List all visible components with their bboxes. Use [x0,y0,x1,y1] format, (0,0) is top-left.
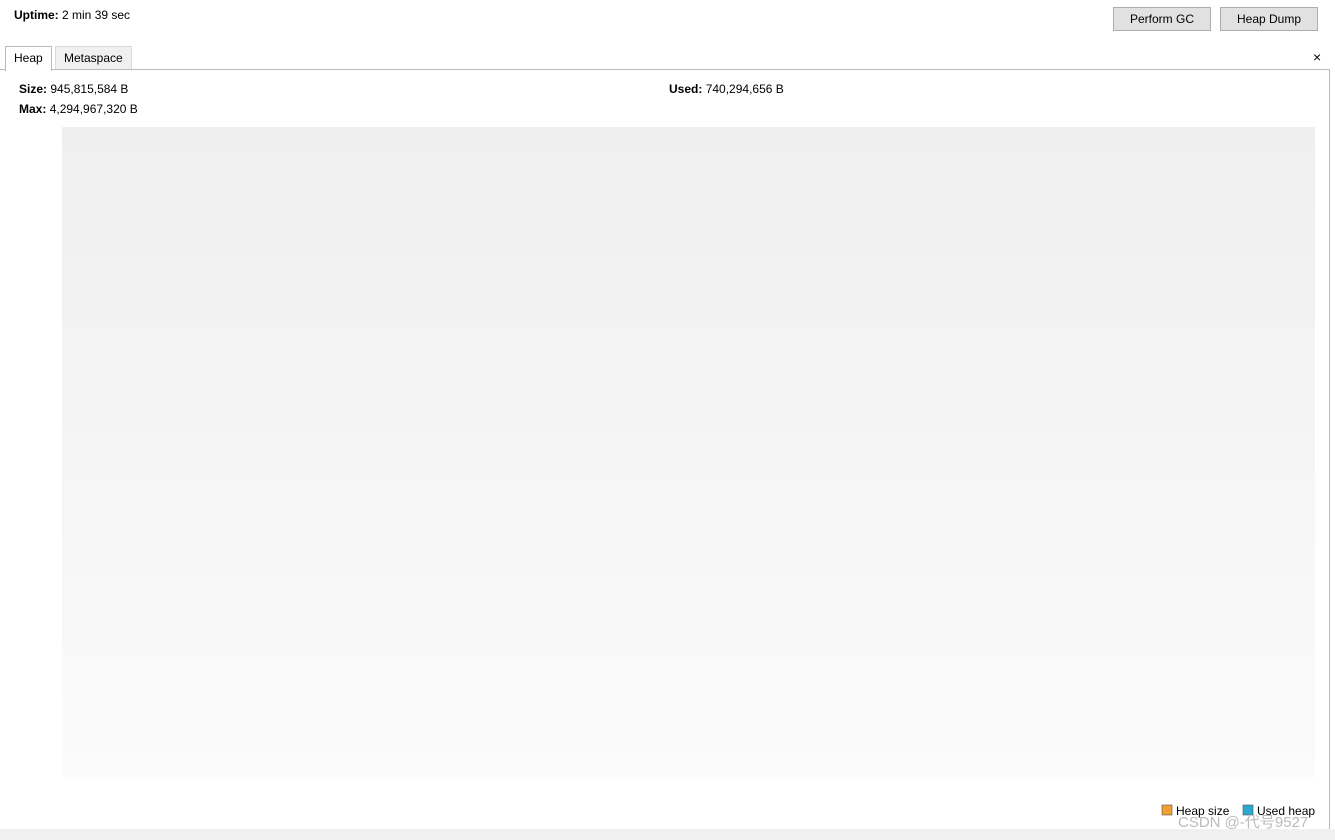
size-label: Size: [19,82,48,96]
used-label: Used: [669,82,703,96]
size-value: 945,815,584 B [50,82,129,96]
heap-dump-button[interactable]: Heap Dump [1220,7,1318,31]
max-label: Max: [19,102,47,116]
status-strip [0,829,1335,840]
used-value: 740,294,656 B [705,82,784,96]
metaspace-tab[interactable]: Metaspace [55,46,132,69]
size-info: Size: 945,815,584 B [19,82,128,96]
used-info: Used: 740,294,656 B [669,82,784,96]
legend-swatch [1161,804,1173,816]
legend-label: Used heap [1257,804,1315,818]
max-value: 4,294,967,320 B [49,102,138,116]
legend-label: Heap size [1176,804,1230,818]
watermark: CSDN @-代号9527 [1178,814,1308,831]
legend-swatch [1242,804,1254,816]
plot-background [62,127,1315,777]
uptime: Uptime: 2 min 39 sec [14,8,130,22]
uptime-value: 2 min 39 sec [62,8,131,22]
perform-gc-button[interactable]: Perform GC [1113,7,1211,31]
uptime-label: Uptime: [14,8,59,22]
max-info: Max: 4,294,967,320 B [19,102,138,116]
close-button[interactable]: × [1313,49,1322,65]
heap-tab[interactable]: Heap [5,46,52,71]
